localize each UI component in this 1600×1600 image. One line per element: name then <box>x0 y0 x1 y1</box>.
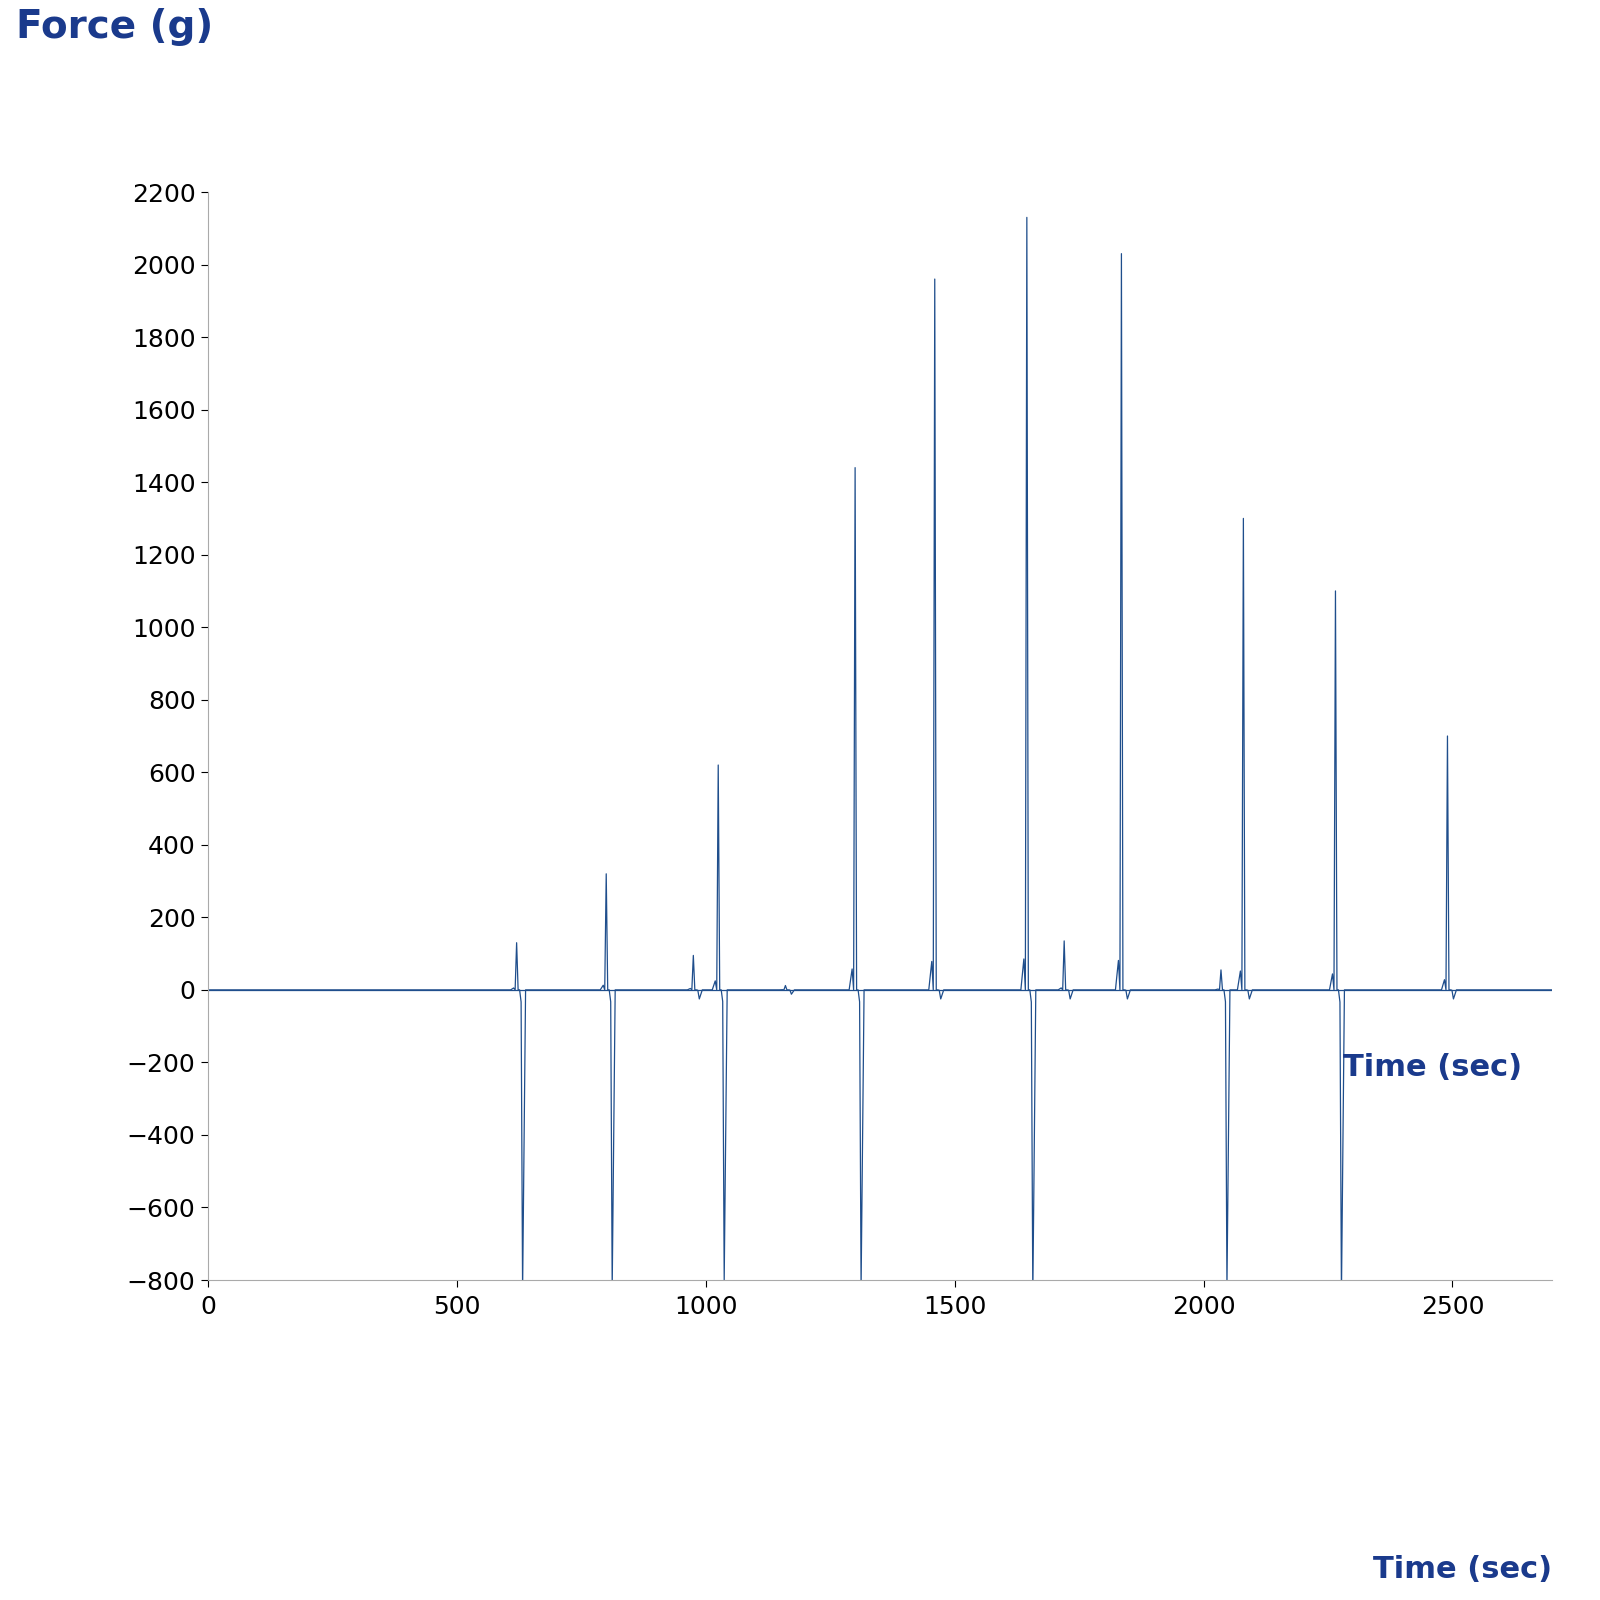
Text: Force (g): Force (g) <box>16 8 213 46</box>
Text: Time (sec): Time (sec) <box>1342 1053 1522 1082</box>
Text: Time (sec): Time (sec) <box>1373 1555 1552 1584</box>
